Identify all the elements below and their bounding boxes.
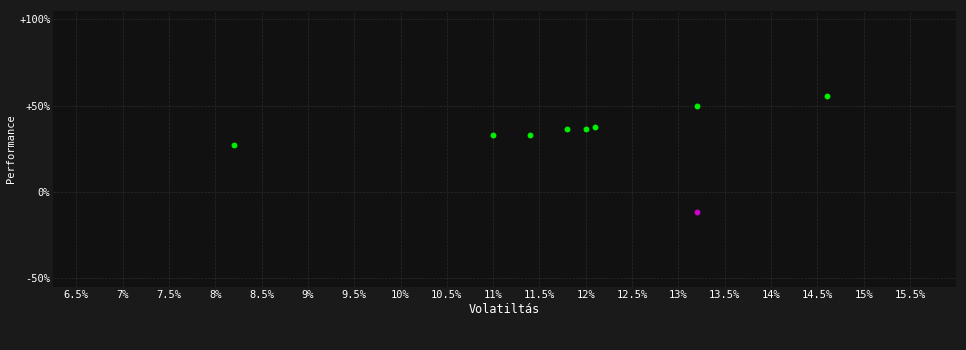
Point [587,124,603,130]
Y-axis label: Performance: Performance [7,114,16,183]
Point [523,132,538,138]
Point [689,104,704,109]
Point [486,132,501,138]
Point [578,126,593,132]
Point [689,209,704,215]
X-axis label: Volatiltás: Volatiltás [469,302,540,316]
Point [226,142,242,148]
Point [559,126,575,132]
Point [819,93,835,99]
